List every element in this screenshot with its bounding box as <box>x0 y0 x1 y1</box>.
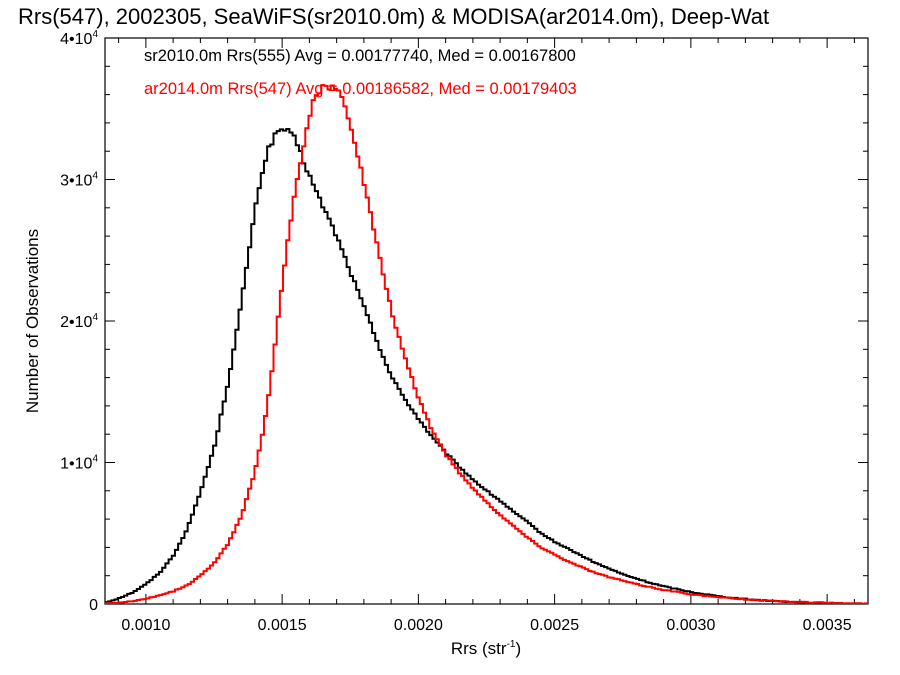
y-tick-label: 2•104 <box>60 312 98 331</box>
x-tick-label: 0.0035 <box>803 617 852 634</box>
y-tick-label: 4•104 <box>60 29 98 48</box>
x-axis-label-exponent: -1 <box>507 639 516 650</box>
x-tick-label: 0.0015 <box>258 617 307 634</box>
x-tick-label: 0.0030 <box>666 617 715 634</box>
y-tick-label: 1•104 <box>60 454 98 473</box>
legend-entry-ar2014: ar2014.0m Rrs(547) Avg = 0.00186582, Med… <box>144 80 577 98</box>
series-line-ar2014 <box>105 84 868 604</box>
legend-entry-sr2010: sr2010.0m Rrs(555) Avg = 0.00177740, Med… <box>144 47 576 65</box>
y-tick-label: 3•104 <box>60 171 98 190</box>
x-axis-label-close: ) <box>515 639 521 658</box>
plot-frame <box>104 37 869 605</box>
y-tick-label: 0 <box>89 597 98 614</box>
series-line-sr2010 <box>105 128 868 604</box>
x-tick-label: 0.0020 <box>394 617 443 634</box>
y-axis-label: Number of Observations <box>23 229 42 413</box>
x-axis-ticks: 0.0010 0.0015 0.0020 0.0025 0.0030 0.0035 <box>118 38 855 634</box>
x-tick-label: 0.0025 <box>530 617 579 634</box>
chart-title: Rrs(547), 2002305, SeaWiFS(sr2010.0m) & … <box>18 4 769 29</box>
series-layer <box>105 84 868 604</box>
x-tick-label: 0.0010 <box>121 617 170 634</box>
x-axis-label-text: Rrs (str <box>451 639 507 658</box>
x-axis-label: Rrs (str-1) <box>451 639 521 658</box>
y-axis-ticks: 0 1•104 2•104 3•104 4•104 <box>60 29 868 614</box>
